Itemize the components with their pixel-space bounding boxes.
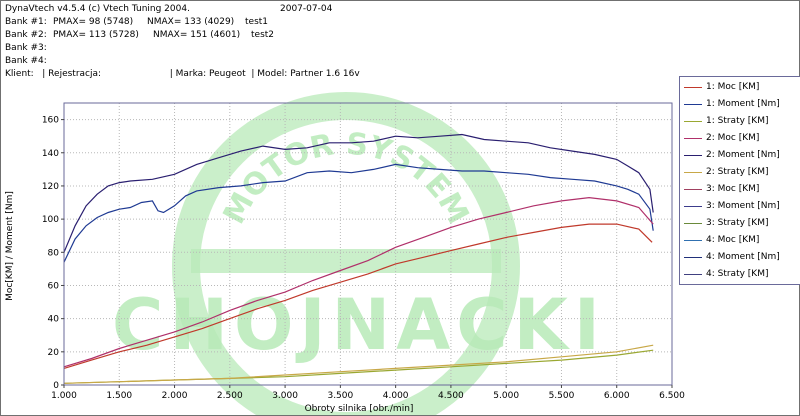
- x-tick-label-1: 1.500: [106, 391, 132, 401]
- x-tick-label-8: 5.000: [493, 391, 519, 401]
- legend-entry-9: 3: Straty [KM]: [680, 216, 800, 232]
- bank-2-nmax: NMAX= 151 (4601): [153, 30, 241, 40]
- series-line-1: [63, 223, 653, 369]
- vehicle-info-line: Klient: | Rejestracja: | Marka: Peugeot …: [5, 69, 360, 79]
- x-tick-label-0: 1.000: [51, 391, 77, 401]
- legend-entry-8: 3: Moment [Nm]: [680, 199, 800, 215]
- x-tick-label-2: 2.000: [162, 391, 188, 401]
- x-tick-label-6: 4.000: [383, 391, 409, 401]
- legend-label: 1: Moc [KM]: [706, 82, 760, 92]
- y-tick-label-3: 60: [48, 281, 60, 291]
- series-line-5: [63, 133, 654, 253]
- legend-label: 2: Moment [Nm]: [706, 150, 780, 160]
- y-tick-label-8: 160: [42, 116, 59, 126]
- y-tick-label-1: 20: [48, 348, 60, 358]
- legend-label: 2: Straty [KM]: [706, 167, 769, 177]
- x-tick-label-3: 2.500: [217, 391, 243, 401]
- legend-swatch: [684, 206, 702, 207]
- legend-swatch: [684, 104, 702, 105]
- legend-entry-5: 2: Moment [Nm]: [680, 148, 800, 164]
- legend-entry-1: 1: Moc [KM]: [680, 80, 800, 96]
- y-tick-label-7: 140: [42, 149, 59, 159]
- series-line-2: [63, 163, 654, 263]
- watermark-big-text: CHOJNACKI: [112, 284, 606, 366]
- x-tick-label-4: 3.000: [272, 391, 298, 401]
- legend-label: 3: Straty [KM]: [706, 218, 769, 228]
- legend-swatch: [684, 155, 702, 156]
- bank-3-label: Bank #3:: [5, 43, 47, 53]
- y-tick-label-5: 100: [42, 215, 59, 225]
- legend-swatch: [684, 138, 702, 139]
- bank-2-pmax: PMAX= 113 (5728): [53, 30, 139, 40]
- legend-label: 4: Moc [KM]: [706, 235, 760, 245]
- series-line-4: [63, 196, 654, 368]
- legend-entry-7: 3: Moc [KM]: [680, 182, 800, 198]
- bank-2-label: Bank #2:: [5, 30, 47, 40]
- legend-entry-4: 2: Moc [KM]: [680, 131, 800, 147]
- legend-entry-3: 1: Straty [KM]: [680, 114, 800, 130]
- report-date: 2007-07-04: [280, 4, 333, 14]
- y-tick-label-6: 120: [42, 182, 59, 192]
- legend-entry-10: 4: Moc [KM]: [680, 233, 800, 249]
- x-tick-label-9: 5.500: [549, 391, 575, 401]
- bank-1-label: Bank #1:: [5, 17, 47, 27]
- legend-label: 1: Straty [KM]: [706, 116, 769, 126]
- chart-series: [63, 133, 654, 384]
- x-tick-label-5: 3.500: [327, 391, 353, 401]
- legend-label: 1: Moment [Nm]: [706, 99, 780, 109]
- bank-2-name: test2: [251, 30, 275, 40]
- y-axis-label: Moc[KM] / Moment [Nm]: [5, 191, 15, 301]
- x-tick-label-7: 4.500: [438, 391, 464, 401]
- y-tick-label-2: 40: [48, 315, 60, 325]
- y-tick-label-4: 80: [48, 248, 60, 258]
- plot-border: [63, 102, 673, 386]
- legend-label: 2: Moc [KM]: [706, 133, 760, 143]
- legend-entry-6: 2: Straty [KM]: [680, 165, 800, 181]
- legend-swatch: [684, 87, 702, 88]
- bank-4-label: Bank #4:: [5, 56, 47, 66]
- legend-swatch: [684, 172, 702, 173]
- series-line-6: [63, 344, 654, 384]
- y-tick-label-0: 0: [53, 381, 59, 391]
- legend-label: 3: Moment [Nm]: [706, 201, 780, 211]
- x-axis-label: Obroty silnika [obr./min]: [305, 404, 414, 414]
- bank-1-nmax: NMAX= 133 (4029): [147, 17, 235, 27]
- app-title: DynaVtech v4.5.4 (c) Vtech Tuning 2004.: [5, 4, 190, 14]
- x-tick-label-10: 6.000: [604, 391, 630, 401]
- chart-axes: [63, 102, 673, 386]
- legend-swatch: [684, 223, 702, 224]
- chart-legend: 1: Moc [KM] 1: Moment [Nm] 1: Straty [KM] 2…: [679, 76, 800, 285]
- chart-tick-labels: 1.000 1.500 2.000 2.500 3.000 3.500 4.000 4.500…: [42, 116, 685, 401]
- legend-swatch: [684, 274, 702, 275]
- bank-1-name: test1: [245, 17, 269, 27]
- legend-swatch: [684, 121, 702, 122]
- legend-entry-2: 1: Moment [Nm]: [680, 97, 800, 113]
- legend-entry-12: 4: Straty [KM]: [680, 267, 800, 283]
- legend-label: 3: Moc [KM]: [706, 184, 760, 194]
- bank-1-pmax: PMAX= 98 (5748): [53, 17, 134, 27]
- legend-label: 4: Straty [KM]: [706, 269, 769, 279]
- x-tick-label-11: 6.500: [659, 391, 685, 401]
- legend-swatch: [684, 257, 702, 258]
- chart-grid: [63, 103, 673, 386]
- legend-label: 4: Moment [Nm]: [706, 252, 780, 262]
- legend-entry-11: 4: Moment [Nm]: [680, 250, 800, 266]
- legend-swatch: [684, 240, 702, 241]
- legend-swatch: [684, 189, 702, 190]
